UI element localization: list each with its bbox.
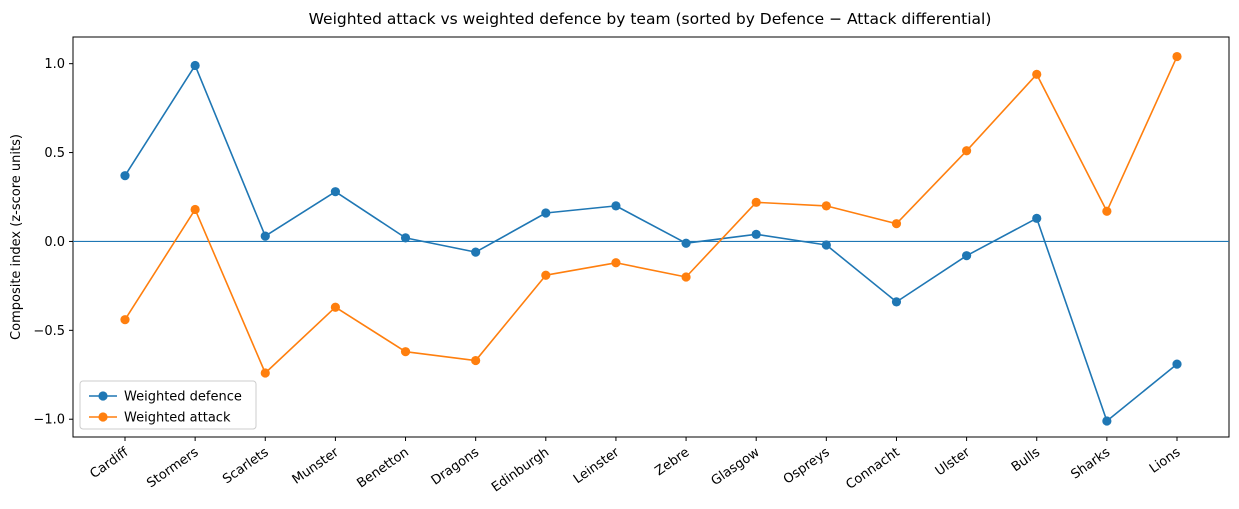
plot-frame [72, 36, 1230, 438]
series-line-1 [124, 56, 1178, 374]
y-tick-label: 0.0 [44, 235, 65, 250]
data-point [891, 219, 902, 229]
data-point [1172, 51, 1182, 62]
data-point [751, 229, 761, 239]
y-axis-label: Composite index (z-score units) [9, 134, 24, 340]
data-point [471, 247, 481, 257]
data-point [681, 238, 691, 248]
data-point [471, 355, 481, 366]
x-tick-label: Lions [1147, 445, 1183, 477]
data-point [541, 270, 551, 280]
data-point [891, 297, 902, 307]
data-point [541, 208, 551, 218]
data-point [330, 187, 340, 197]
data-point [1172, 359, 1182, 369]
data-point [821, 240, 831, 250]
y-tick-label: 1.0 [44, 57, 65, 72]
data-point [1032, 69, 1042, 79]
data-point [751, 197, 761, 207]
legend-marker [98, 412, 108, 422]
x-tick-label: Sharks [1068, 445, 1113, 483]
data-point [260, 368, 270, 378]
x-tick-label: Cardiff [87, 444, 132, 482]
x-tick-label: Scarlets [220, 445, 272, 487]
data-point [611, 201, 621, 211]
series-line-0 [124, 64, 1178, 422]
x-tick-label: Benetton [354, 445, 411, 491]
data-point [1102, 416, 1112, 426]
y-tick-label: −1.0 [33, 413, 65, 428]
data-point [821, 201, 831, 211]
data-point [962, 146, 972, 156]
data-point [330, 302, 340, 312]
data-point [1102, 206, 1112, 216]
data-point [400, 347, 411, 357]
data-point [120, 171, 130, 181]
x-tick-label: Connacht [843, 445, 902, 493]
x-tick-label: Leinster [571, 445, 623, 488]
data-point [681, 272, 691, 282]
chart-title: Weighted attack vs weighted defence by t… [309, 10, 992, 28]
data-point [400, 233, 411, 243]
data-point [260, 231, 270, 241]
legend: Weighted defence Weighted attack [79, 380, 257, 430]
x-tick-label: Glasgow [709, 445, 763, 489]
data-point [120, 315, 130, 325]
legend-box [79, 380, 257, 430]
data-point [611, 258, 621, 268]
x-tick-label: Munster [290, 445, 342, 488]
x-tick-label: Ulster [933, 445, 974, 480]
x-tick-label: Bulls [1009, 445, 1043, 475]
legend-label: Weighted defence [124, 390, 242, 405]
x-tick-label: Zebre [652, 445, 692, 479]
x-tick-label: Ospreys [781, 445, 833, 488]
legend-marker [98, 391, 108, 401]
data-point [190, 60, 200, 71]
y-tick-label: −0.5 [33, 324, 65, 339]
data-point [1032, 213, 1042, 223]
data-point [962, 251, 972, 261]
data-point [190, 204, 200, 215]
x-tick-label: Dragons [429, 445, 482, 489]
x-tick-label: Stormers [144, 445, 201, 491]
y-tick-label: 0.5 [44, 146, 65, 161]
x-tick-label: Edinburgh [489, 445, 552, 495]
legend-label: Weighted attack [124, 411, 231, 426]
